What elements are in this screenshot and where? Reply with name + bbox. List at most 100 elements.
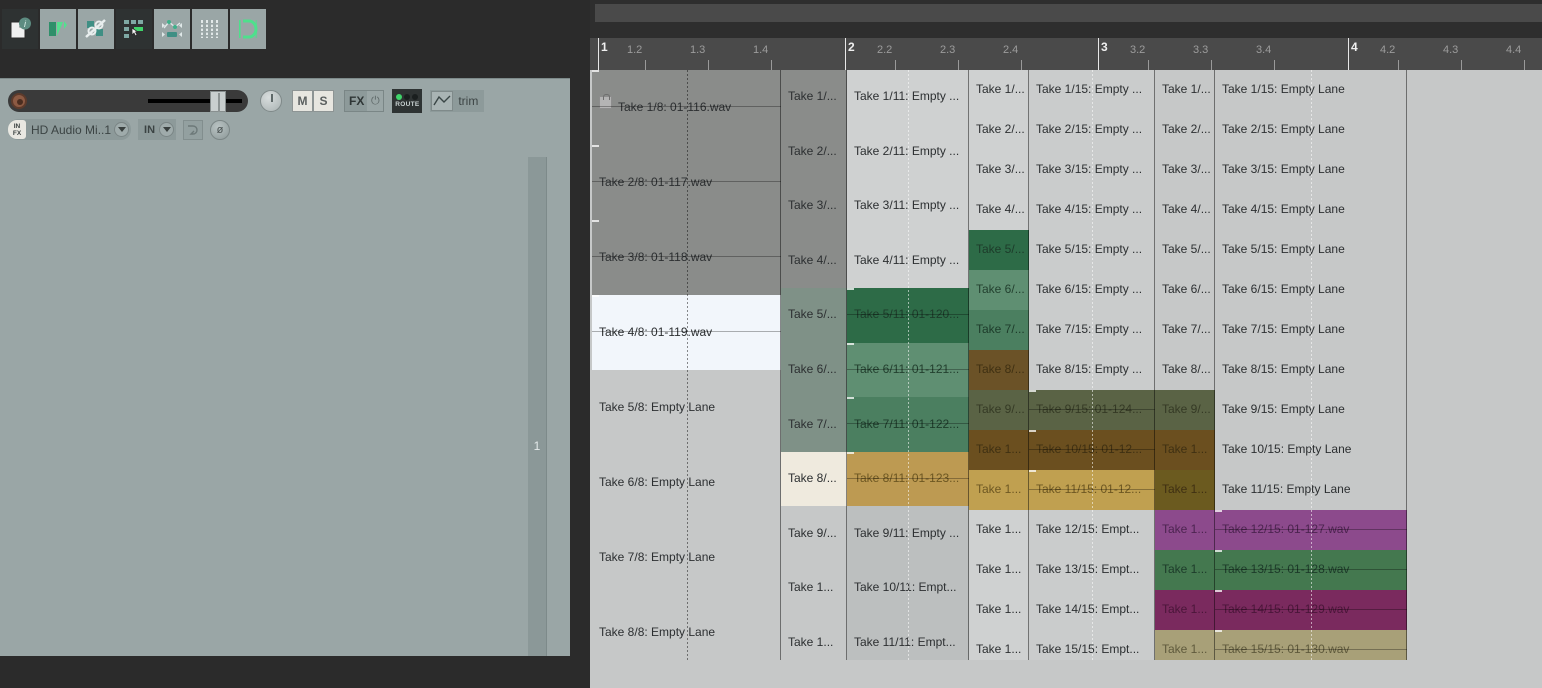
route-button[interactable]: ROUTE [392, 89, 423, 113]
take-lane[interactable]: Take 6/... [1155, 270, 1215, 310]
lock-icon[interactable] [599, 93, 612, 109]
take-lane[interactable]: Take 4/8: 01-119.wav [592, 295, 781, 370]
column-take-15-narrow-a[interactable]: Take 1/... Take 2/... Take 3/... Take 4/...… [969, 70, 1029, 670]
take-lane[interactable]: Take 1/... [781, 70, 847, 125]
take-lane-label: Take 6/... [788, 361, 837, 376]
input-select[interactable]: IN [138, 119, 177, 140]
take-lane[interactable]: Take 3/8: 01-118.wav [592, 220, 781, 295]
column-take-15-mid[interactable]: Take 1/15: Empty ... Take 2/15: Empty ...… [1029, 70, 1155, 670]
take-lane[interactable]: Take 1... [1155, 430, 1215, 470]
take-lane[interactable]: Take 7/... [781, 397, 847, 452]
take-lane[interactable]: Take 7/8: Empty Lane [592, 520, 781, 595]
loop-icon[interactable] [230, 9, 266, 49]
solo-button[interactable]: S [313, 90, 334, 112]
take-lane[interactable]: Take 1... [969, 510, 1029, 550]
take-lane-label: Take 1... [1162, 442, 1208, 456]
take-lane[interactable]: Take 1... [969, 470, 1029, 510]
take-lane[interactable]: Take 1... [969, 590, 1029, 630]
take-lane[interactable]: Take 2/... [1155, 110, 1215, 150]
lane-inner-divider [592, 331, 781, 332]
take-lanes-area[interactable]: Take 1/8: 01-116.wav Take 2/8: 01-117.wav… [590, 70, 1542, 670]
take-lane-label: Take 4/8: 01-119.wav [599, 324, 713, 339]
take-lane[interactable]: Take 1... [1155, 590, 1215, 630]
fx-button[interactable]: FX [349, 94, 365, 108]
take-lane[interactable]: Take 8/... [1155, 350, 1215, 390]
take-lane[interactable]: Take 5/... [781, 288, 847, 343]
take-lane[interactable]: Take 8/... [969, 350, 1029, 390]
monitor-button[interactable] [183, 119, 204, 140]
take-lane[interactable]: Take 1... [969, 550, 1029, 590]
chevron-down-icon-input[interactable] [159, 122, 175, 137]
chevron-down-icon-device[interactable] [114, 122, 130, 137]
take-lane[interactable]: Take 2/... [969, 110, 1029, 150]
take-lane[interactable]: Take 1/... [1155, 70, 1215, 110]
take-lane[interactable]: Take 3/... [781, 179, 847, 234]
mute-button[interactable]: M [292, 90, 313, 112]
take-lane[interactable]: Take 1... [1155, 510, 1215, 550]
take-lane[interactable]: Take 9/... [969, 390, 1029, 430]
take-lane-label: Take 8/15: Empty Lane [1222, 362, 1345, 376]
ruler-beat-label: 3.2 [1130, 44, 1146, 56]
take-lane[interactable]: Take 9/... [1155, 390, 1215, 430]
fx-bypass-button[interactable]: ⏻ [367, 91, 384, 111]
take-lane[interactable]: Take 1/8: 01-116.wav [592, 70, 781, 145]
track-number[interactable]: 1 [528, 157, 546, 688]
take-lane[interactable]: Take 2/8: 01-117.wav [592, 145, 781, 220]
column-take-15-right[interactable]: Take 1/15: Empty Lane Take 2/15: Empty La… [1215, 70, 1407, 670]
take-lane-label: Take 3/11: Empty ... [854, 198, 960, 213]
take-lane[interactable]: Take 4/... [969, 190, 1029, 230]
take-lane[interactable]: Take 7/... [969, 310, 1029, 350]
take-lane[interactable]: Take 1/... [969, 70, 1029, 110]
lane-media-accent [1215, 550, 1222, 552]
take-lane[interactable]: Take 1... [1155, 470, 1215, 510]
grid-icon[interactable] [192, 9, 228, 49]
track-panel-scroll-column[interactable] [546, 157, 570, 688]
take-lane[interactable]: Take 6/8: Empty Lane [592, 445, 781, 520]
take-lane[interactable]: Take 1... [1155, 550, 1215, 590]
take-lane[interactable]: Take 8/8: Empty Lane [592, 595, 781, 670]
take-lane[interactable]: Take 1... [781, 560, 847, 616]
volume-fader[interactable] [148, 91, 242, 112]
track-control-panel[interactable]: M S FX ⏻ ROUTE [0, 78, 570, 688]
take-lane[interactable]: Take 7/... [1155, 310, 1215, 350]
in-fx-icon[interactable]: IN FX [8, 120, 26, 139]
take-lane[interactable]: Take 8/... [781, 451, 847, 507]
ruler-beat-tick [1461, 60, 1462, 70]
phase-invert-button[interactable]: ø [210, 119, 231, 140]
take-lane[interactable]: Take 5/8: Empty Lane [592, 370, 781, 445]
take-lane[interactable]: Take 4/... [1155, 190, 1215, 230]
ruler-beat-tick [645, 60, 646, 70]
column-take-15-narrow-b[interactable]: Take 1/... Take 2/... Take 3/... Take 4/...… [1155, 70, 1215, 670]
take-lane-label: Take 9/... [788, 525, 837, 540]
item-glue-icon[interactable] [78, 9, 114, 49]
volume-fader-thumb[interactable] [210, 91, 226, 112]
arrange-top-strip-inner[interactable] [595, 4, 1542, 22]
pan-knob[interactable] [260, 90, 282, 112]
record-arm-button[interactable] [8, 90, 248, 112]
trim-envelope-button[interactable]: trim [430, 90, 485, 112]
take-lane-label: Take 6/8: Empty Lane [599, 474, 716, 489]
track-io-button[interactable]: IN FX HD Audio Mi..1 [8, 119, 132, 140]
take-lane[interactable]: Take 3/... [969, 150, 1029, 190]
take-lane[interactable]: Take 5/... [1155, 230, 1215, 270]
take-lane[interactable]: Take 2/... [781, 124, 847, 180]
take-lane-label: Take 7/15: Empty Lane [1222, 322, 1345, 336]
take-lane-label: Take 2/11: Empty ... [854, 143, 960, 158]
take-lane[interactable]: Take 3/... [1155, 150, 1215, 190]
take-lane[interactable]: Take 6/... [781, 342, 847, 398]
track-controls-row-io: IN FX HD Audio Mi..1 IN ø [8, 119, 231, 140]
take-lane[interactable]: Take 9/... [781, 506, 847, 561]
audio-device-label: HD Audio Mi..1 [31, 122, 112, 137]
item-split-icon[interactable] [40, 9, 76, 49]
new-project-icon[interactable]: i [2, 9, 38, 49]
take-lane[interactable]: Take 6/... [969, 270, 1029, 310]
column-take-11-narrow-a[interactable]: Take 1/... Take 2/... Take 3/... Take 4/...… [781, 70, 847, 670]
item-group-icon[interactable] [116, 9, 152, 49]
column-take-8-dark[interactable]: Take 1/8: 01-116.wav Take 2/8: 01-117.wav… [592, 70, 781, 670]
envelope-points-icon[interactable] [154, 9, 190, 49]
timeline-ruler[interactable]: 1 2 3 4 1.2 1.3 1.4 2.2 2.3 2.4 3.2 3.3 3.4 4.2 4.3 4.4 [590, 38, 1542, 70]
take-lane[interactable]: Take 1... [969, 430, 1029, 470]
take-lane[interactable]: Take 4/... [781, 233, 847, 289]
column-take-11-wide[interactable]: Take 1/11: Empty ... Take 2/11: Empty ...… [847, 70, 969, 670]
take-lane[interactable]: Take 5/... [969, 230, 1029, 270]
